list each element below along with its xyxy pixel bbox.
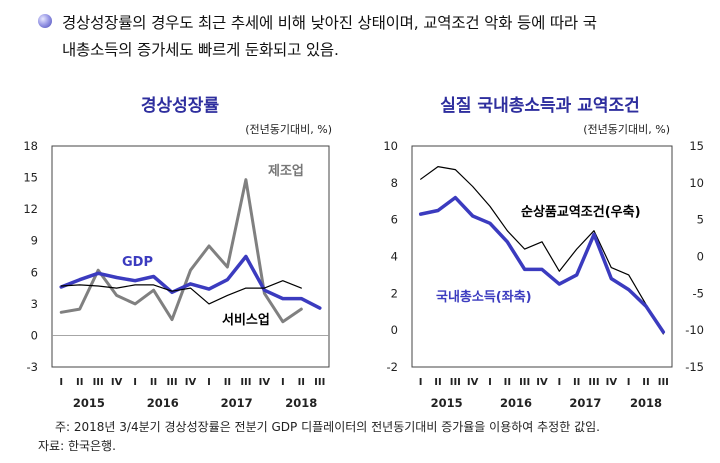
x-tick-label: II [150, 377, 157, 388]
x-tick-label: III [314, 377, 325, 388]
x-tick-label: III [166, 377, 177, 388]
y2-tick-label: 10 [689, 176, 704, 190]
y-tick-label: 6 [31, 265, 38, 279]
y2-tick-label: -15 [685, 360, 704, 374]
y2-tick-label: -5 [693, 286, 704, 300]
y-tick-label: 0 [391, 323, 398, 337]
y2-tick-label: -10 [685, 323, 704, 337]
x-tick-label: II [504, 377, 511, 388]
x-tick-label: I [207, 377, 211, 388]
x-tick-label: I [133, 377, 137, 388]
label-gdi: 국내총소득(좌축) [436, 289, 532, 305]
x-tick-label: II [434, 377, 441, 388]
y-tick-label: -3 [27, 360, 38, 374]
year-label: 2018 [285, 396, 317, 410]
y-tick-label: 8 [391, 176, 398, 190]
y-tick-label: 12 [23, 202, 38, 216]
intro-line-1: 경상성장률의 경우도 최근 추세에 비해 낮아진 상태이며, 교역조건 악화 등… [62, 14, 597, 32]
y-tick-label: 4 [391, 250, 398, 264]
right-chart-title: 실질 국내총소득과 교역조건 [440, 95, 640, 116]
left-plot-frame [51, 145, 330, 368]
label-manufacturing: 제조업 [268, 164, 304, 179]
x-tick-label: IV [259, 377, 271, 388]
x-tick-label: IV [606, 377, 618, 388]
series-line [59, 178, 303, 324]
year-label: 2015 [431, 396, 463, 410]
y-tick-label: 6 [391, 213, 398, 227]
right-unit-label: (전년동기대비, %) [583, 123, 670, 136]
left-unit-label: (전년동기대비, %) [245, 123, 332, 136]
y-tick-label: 15 [23, 171, 38, 185]
series-line [59, 254, 322, 310]
right-plot-frame [411, 145, 673, 368]
y2-tick-label: 5 [697, 213, 704, 227]
x-tick-label: III [450, 377, 461, 388]
x-tick-label: I [557, 377, 561, 388]
x-tick-label: IV [185, 377, 197, 388]
y-tick-label: 10 [383, 139, 398, 153]
year-label: 2017 [569, 396, 601, 410]
y-tick-label: 9 [31, 234, 38, 248]
x-tick-label: III [658, 377, 669, 388]
y-tick-label: 0 [31, 328, 38, 342]
x-tick-label: II [298, 377, 305, 388]
x-tick-label: II [76, 377, 83, 388]
label-services: 서비스업 [222, 313, 270, 328]
label-terms-of-trade: 순상품교역조건(우축) [521, 204, 641, 220]
x-tick-label: I [627, 377, 631, 388]
y-tick-label: 3 [31, 297, 38, 311]
x-tick-label: II [642, 377, 649, 388]
left-chart-title: 경상성장률 [141, 96, 220, 116]
label-gdp: GDP [122, 255, 153, 270]
x-tick-label: IV [467, 377, 479, 388]
y2-tick-label: 15 [689, 139, 704, 153]
x-tick-label: II [573, 377, 580, 388]
year-label: 2016 [500, 396, 532, 410]
x-tick-label: III [240, 377, 251, 388]
year-label: 2016 [147, 396, 179, 410]
series-line [60, 280, 302, 305]
x-tick-label: III [93, 377, 104, 388]
x-tick-label: IV [111, 377, 123, 388]
x-tick-label: II [224, 377, 231, 388]
x-tick-label: I [488, 377, 492, 388]
year-label: 2015 [73, 396, 105, 410]
year-label: 2017 [221, 396, 253, 410]
x-tick-label: I [281, 377, 285, 388]
series-line [420, 166, 664, 335]
year-label: 2018 [630, 396, 662, 410]
source-note: 자료: 한국은행. [38, 439, 116, 453]
x-tick-label: III [588, 377, 599, 388]
intro-line-2: 내총소득의 증가세도 빠르게 둔화되고 있음. [62, 41, 339, 59]
x-tick-label: IV [536, 377, 548, 388]
y-tick-label: 18 [23, 139, 38, 153]
x-tick-label: I [59, 377, 63, 388]
x-tick-label: III [519, 377, 530, 388]
y-tick-label: -2 [387, 360, 398, 374]
y2-tick-label: 0 [697, 250, 704, 264]
x-tick-label: I [419, 377, 423, 388]
bullet-icon [38, 14, 52, 28]
footnote: 주: 2018년 3/4분기 경상성장률은 전분기 GDP 디플레이터의 전년동… [55, 420, 600, 434]
y-tick-label: 2 [391, 286, 398, 300]
